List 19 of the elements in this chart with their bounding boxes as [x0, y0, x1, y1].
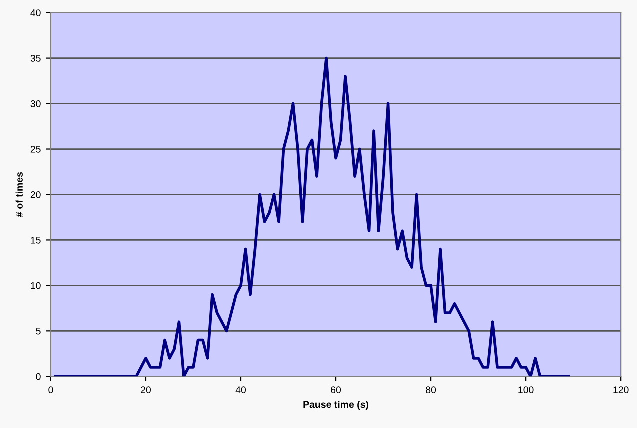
y-tick-label: 40	[30, 10, 41, 16]
y-tick-label: 0	[36, 373, 41, 380]
y-tick-label: 35	[30, 55, 41, 62]
y-axis-title: # of times	[16, 172, 23, 218]
y-tick-label: 15	[31, 237, 41, 244]
x-tick-label: 80	[426, 386, 436, 394]
x-tick-label: 40	[236, 386, 246, 394]
x-tick-label: 60	[331, 386, 342, 394]
y-tick-label: 20	[30, 191, 41, 198]
x-tick-label: 120	[614, 386, 629, 394]
x-tick-label: 20	[141, 386, 152, 394]
x-tick-label: 0	[48, 386, 54, 394]
y-tick-label: 25	[30, 146, 41, 153]
y-tick-label: 10	[31, 282, 41, 290]
x-axis-title: Pause time (s)	[304, 400, 368, 410]
x-tick-label: 100	[518, 386, 534, 394]
y-tick-label: 5	[36, 328, 41, 335]
y-tick-label: 30	[30, 100, 41, 108]
line-series	[54, 56, 570, 377]
